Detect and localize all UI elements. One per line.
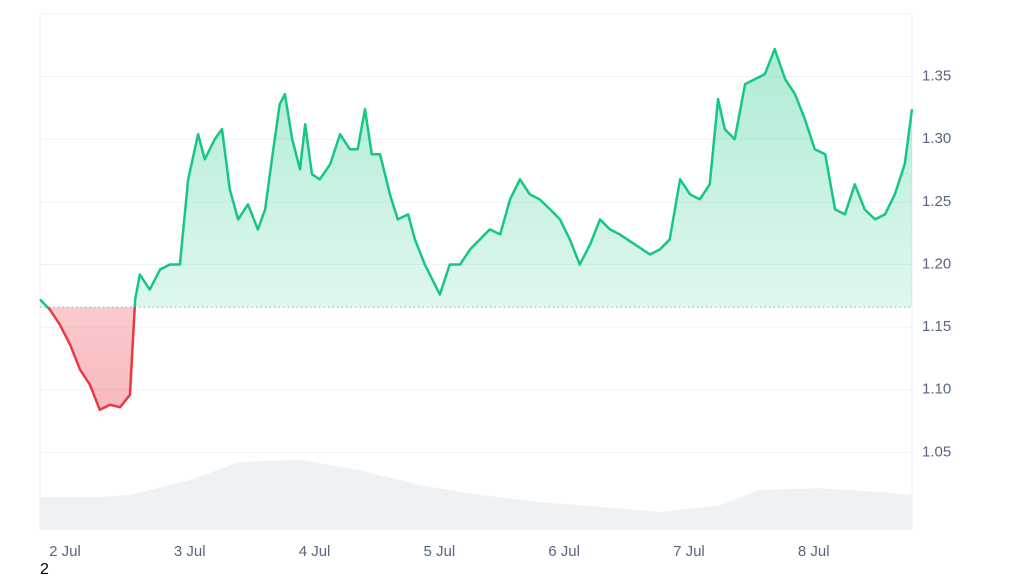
x-tick-label: 6 Jul (548, 543, 580, 560)
price-line-up (39, 47, 914, 308)
y-tick-label: 1.35 (922, 68, 951, 85)
x-tick-label: 2 Jul (49, 543, 81, 560)
footnote: 2 (40, 561, 49, 576)
x-tick-label: 3 Jul (174, 543, 206, 560)
volume-area (40, 459, 912, 530)
y-tick-label: 1.25 (922, 193, 951, 210)
y-tick-label: 1.05 (922, 443, 951, 460)
area-down (40, 307, 912, 410)
y-tick-label: 1.30 (922, 130, 951, 147)
area-up (40, 49, 912, 308)
y-tick-label: 1.20 (922, 255, 951, 272)
y-tick-label: 1.15 (922, 318, 951, 335)
x-tick-label: 8 Jul (798, 543, 830, 560)
x-tick-label: 5 Jul (423, 543, 455, 560)
y-tick-label: 1.10 (922, 381, 951, 398)
x-tick-label: 4 Jul (299, 543, 331, 560)
x-tick-label: 7 Jul (673, 543, 705, 560)
